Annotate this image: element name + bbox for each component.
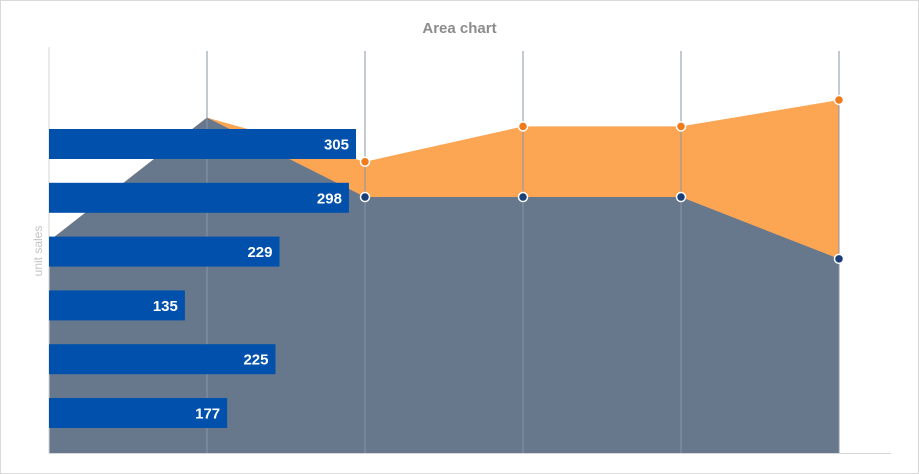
series-1-point xyxy=(675,191,687,203)
bar xyxy=(49,129,356,159)
series-2-point xyxy=(675,121,687,132)
series-1-point xyxy=(517,191,529,203)
bar xyxy=(49,398,228,428)
chart-title: Area chart xyxy=(422,20,497,37)
series-1-point xyxy=(359,191,371,203)
bar-value-label: 298 xyxy=(317,190,342,207)
bar-value-label: 225 xyxy=(243,352,268,369)
bar xyxy=(49,236,280,267)
series-2-point xyxy=(359,156,371,167)
series-2-point xyxy=(833,94,845,106)
bar-value-label: 177 xyxy=(195,406,220,423)
series-1-point xyxy=(833,253,845,265)
bar-value-label: 305 xyxy=(324,137,349,154)
series-2-point xyxy=(517,121,529,132)
bar xyxy=(49,344,276,375)
bar-value-label: 229 xyxy=(247,244,272,261)
bar-value-label: 135 xyxy=(153,298,178,315)
bar xyxy=(49,290,185,321)
bar xyxy=(49,182,349,213)
